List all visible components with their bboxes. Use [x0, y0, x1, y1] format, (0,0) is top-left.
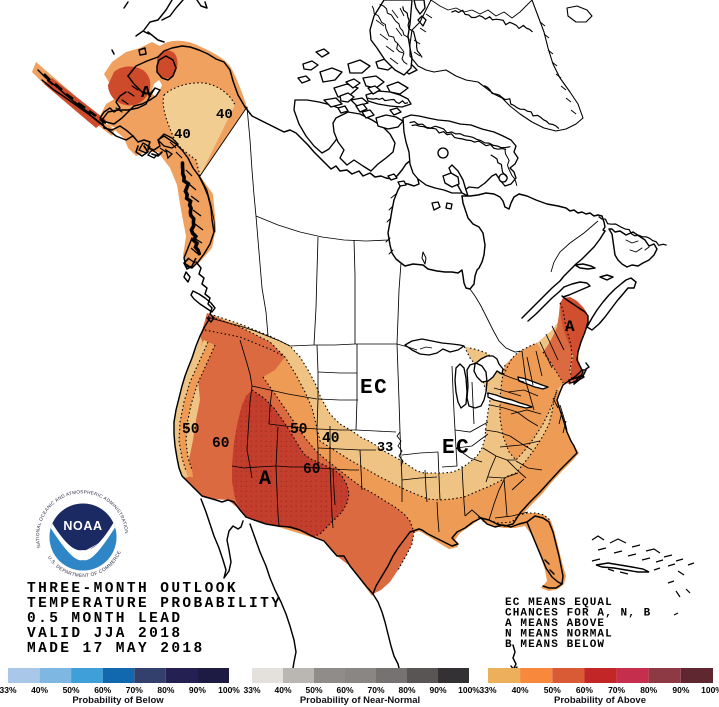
svg-text:EC: EC [442, 437, 470, 460]
svg-text:50%: 50% [305, 685, 322, 695]
svg-text:70%: 70% [126, 685, 143, 695]
svg-text:Probability of Below: Probability of Below [72, 695, 164, 706]
svg-text:40%: 40% [512, 685, 529, 695]
svg-text:50: 50 [290, 422, 307, 438]
svg-text:N MEANS NORMAL: N MEANS NORMAL [505, 629, 613, 641]
svg-text:40%: 40% [274, 685, 291, 695]
svg-text:90%: 90% [429, 685, 446, 695]
svg-text:50%: 50% [544, 685, 561, 695]
svg-text:33%: 33% [0, 685, 17, 695]
svg-text:80%: 80% [640, 685, 657, 695]
svg-text:A MEANS ABOVE: A MEANS ABOVE [505, 618, 605, 630]
svg-text:B MEANS BELOW: B MEANS BELOW [505, 639, 605, 651]
svg-text:NOAA: NOAA [63, 519, 102, 533]
svg-text:100%: 100% [458, 685, 480, 695]
svg-text:60%: 60% [576, 685, 593, 695]
svg-text:60%: 60% [336, 685, 353, 695]
svg-text:70%: 70% [608, 685, 625, 695]
svg-text:70%: 70% [367, 685, 384, 695]
svg-text:80%: 80% [157, 685, 174, 695]
svg-text:50%: 50% [63, 685, 80, 695]
svg-text:A: A [565, 318, 575, 336]
svg-text:Probability of Near-Normal: Probability of Near-Normal [300, 695, 420, 706]
svg-text:60: 60 [212, 436, 229, 452]
svg-text:TEMPERATURE PROBABILITY: TEMPERATURE PROBABILITY [27, 596, 282, 612]
svg-text:40: 40 [216, 107, 233, 123]
svg-text:80%: 80% [398, 685, 415, 695]
svg-text:40%: 40% [31, 685, 48, 695]
svg-text:100%: 100% [218, 685, 240, 695]
svg-text:40: 40 [322, 431, 339, 447]
svg-text:CHANCES FOR A, N, B: CHANCES FOR A, N, B [505, 608, 651, 620]
svg-text:A: A [141, 84, 152, 103]
svg-text:0.5 MONTH LEAD: 0.5 MONTH LEAD [27, 611, 182, 627]
svg-text:90%: 90% [189, 685, 206, 695]
svg-text:A: A [259, 468, 271, 491]
svg-text:60%: 60% [94, 685, 111, 695]
svg-text:90%: 90% [672, 685, 689, 695]
svg-text:33: 33 [377, 441, 393, 456]
svg-text:33%: 33% [479, 685, 496, 695]
svg-text:EC MEANS EQUAL: EC MEANS EQUAL [505, 597, 613, 609]
svg-text:Probability of Above: Probability of Above [554, 695, 646, 706]
svg-text:MADE 17 MAY 2018: MADE 17 MAY 2018 [27, 641, 205, 657]
svg-text:33%: 33% [243, 685, 260, 695]
svg-text:40: 40 [174, 127, 191, 143]
svg-text:100%: 100% [701, 685, 719, 695]
svg-text:VALID JJA 2018: VALID JJA 2018 [27, 626, 182, 642]
svg-text:50: 50 [182, 422, 199, 438]
svg-text:60: 60 [303, 462, 320, 478]
svg-text:THREE-MONTH OUTLOOK: THREE-MONTH OUTLOOK [27, 581, 238, 597]
svg-text:EC: EC [360, 377, 388, 400]
